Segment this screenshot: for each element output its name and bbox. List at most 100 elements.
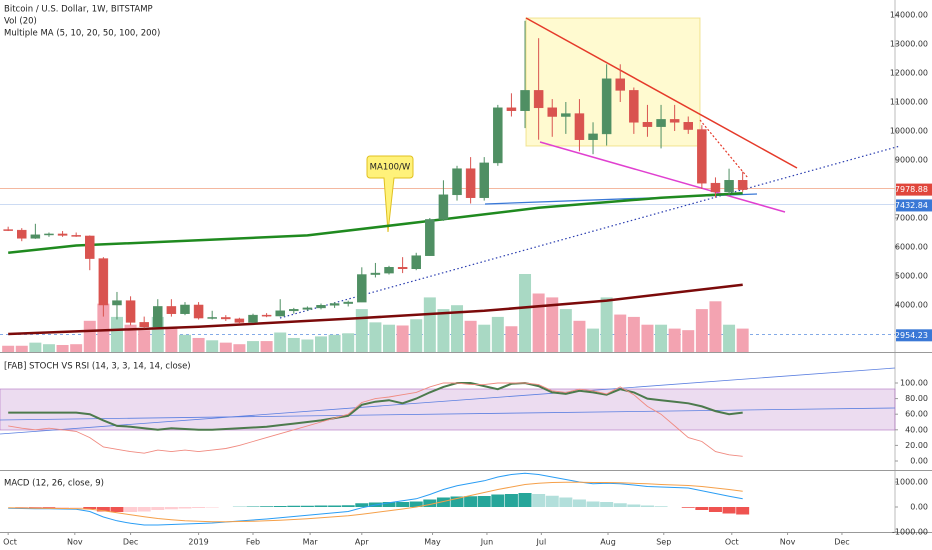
candle-body	[3, 229, 13, 231]
series-line	[8, 472, 743, 526]
candle-body	[166, 306, 177, 314]
histogram-bar	[464, 496, 478, 507]
candle-body	[302, 307, 313, 310]
histogram-bar	[314, 505, 328, 507]
candle-body	[588, 133, 598, 140]
x-tick-label: Mar	[303, 538, 319, 547]
volume-bar	[519, 274, 532, 352]
candle-body	[425, 219, 435, 256]
histogram-bar	[708, 507, 722, 512]
callout	[366, 155, 414, 233]
candle-body	[44, 233, 54, 236]
volume-bar	[505, 326, 518, 352]
volume-bar	[342, 333, 355, 352]
volume-bar	[682, 330, 695, 352]
volume-bar	[369, 322, 382, 352]
x-tick-label: Sep	[656, 538, 671, 547]
histogram-bar	[382, 502, 396, 507]
volume-bar	[70, 344, 83, 352]
y-tick-label: 0.00	[910, 503, 928, 512]
trend-line	[279, 145, 901, 319]
candle-body	[248, 314, 258, 323]
volume-bar	[124, 324, 137, 352]
volume-bar	[233, 344, 246, 352]
candle-body	[384, 267, 394, 274]
candle-body	[289, 309, 299, 312]
volume-bar	[138, 330, 151, 352]
y-tick-label: -1000.00	[892, 528, 928, 537]
histogram-bar	[559, 497, 573, 507]
volume-bar	[2, 345, 15, 352]
candle-body	[125, 300, 136, 323]
candle-body	[533, 90, 544, 109]
volume-bar	[383, 324, 396, 352]
candle-body	[261, 314, 272, 317]
volume-bar	[97, 303, 110, 352]
histogram-bar	[722, 507, 736, 514]
candle-body	[493, 107, 503, 164]
candle-body	[520, 90, 530, 111]
volume-bar	[396, 325, 409, 352]
volume-bar	[695, 309, 708, 352]
volume-bar	[29, 342, 42, 352]
pane-title: MACD (12, 26, close, 9)	[4, 479, 104, 489]
volume-bar	[587, 328, 600, 352]
y-tick-label: 40.00	[905, 425, 928, 434]
candle-body	[669, 119, 680, 123]
histogram-bar	[96, 507, 110, 512]
volume-bar	[464, 320, 477, 352]
volume-bar	[723, 324, 736, 352]
volume-bar	[668, 328, 681, 352]
y-tick-label: 5000.00	[895, 271, 928, 280]
volume-bar	[532, 293, 545, 352]
price-label: 7432.84	[895, 201, 928, 210]
price-label: 2954.23	[895, 331, 928, 340]
histogram-bar	[124, 507, 138, 512]
volume-bar	[491, 316, 504, 352]
histogram-bar	[246, 506, 260, 507]
x-tick-label: May	[424, 538, 441, 547]
y-tick-label: 20.00	[905, 441, 928, 450]
x-tick-label: Jul	[536, 538, 547, 547]
y-tick-label: 10000.00	[890, 126, 928, 135]
histogram-bar	[110, 507, 124, 512]
volume-bar	[206, 340, 219, 352]
x-tick-label: Dec	[123, 538, 138, 547]
trend-line	[699, 119, 749, 179]
histogram-bar	[151, 507, 165, 510]
candle-body	[57, 233, 68, 236]
candle-body	[180, 304, 190, 314]
candle-body	[561, 113, 571, 117]
price-label-box	[896, 329, 932, 342]
volume-bar	[83, 320, 96, 352]
candle-body	[479, 162, 489, 198]
trend-line	[0, 407, 896, 421]
histogram-bar	[205, 507, 219, 508]
y-tick-label: 9000.00	[895, 155, 928, 164]
histogram-bar	[355, 503, 369, 507]
candle-body	[737, 180, 748, 190]
x-tick-label: Dec	[834, 538, 849, 547]
histogram-bar	[260, 506, 274, 507]
volume-bar	[655, 324, 668, 352]
histogram-bar	[572, 499, 586, 507]
volume-bar	[559, 309, 572, 352]
series-line	[8, 382, 743, 457]
histogram-bar	[28, 507, 42, 508]
y-tick-label: 7000.00	[895, 213, 928, 222]
candle-body	[710, 182, 721, 193]
candle-body	[724, 180, 734, 193]
histogram-bar	[164, 507, 178, 510]
candle-body	[547, 107, 557, 117]
candle-body	[615, 78, 625, 91]
x-tick-label: Feb	[246, 538, 260, 547]
histogram-bar	[423, 499, 437, 507]
volume-bar	[287, 337, 300, 352]
y-tick-label: 100.00	[900, 379, 928, 388]
histogram-bar	[137, 507, 151, 512]
histogram-bar	[192, 507, 206, 508]
volume-bar	[546, 297, 559, 352]
y-tick-label: 1000.00	[895, 478, 928, 487]
candle-body	[275, 310, 285, 317]
